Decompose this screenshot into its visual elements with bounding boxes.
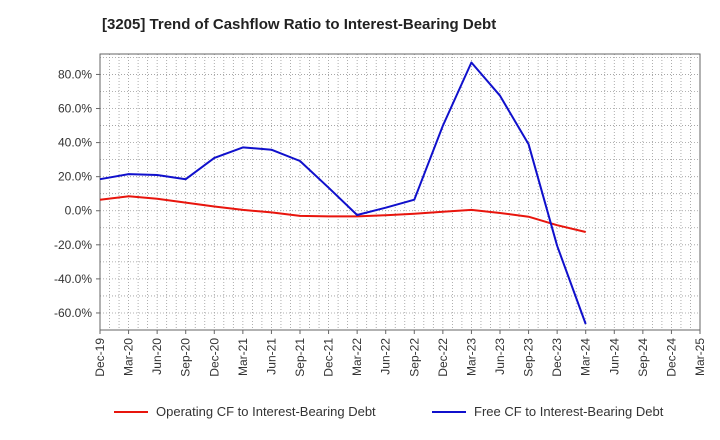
y-tick-label: 80.0%: [58, 67, 92, 81]
x-tick-label: Mar-25: [693, 338, 707, 376]
legend-label-operating-cf: Operating CF to Interest-Bearing Debt: [156, 404, 376, 419]
x-tick-label: Jun-24: [607, 338, 621, 375]
x-tick-label: Sep-23: [522, 338, 536, 377]
y-tick-label: -20.0%: [54, 238, 92, 252]
legend-item-free-cf: Free CF to Interest-Bearing Debt: [432, 404, 663, 419]
y-tick-label: 40.0%: [58, 136, 92, 150]
legend-swatch-free-cf: [432, 410, 466, 413]
series-line-operating-cf: [99, 195, 586, 233]
x-tick-label: Mar-21: [236, 338, 250, 376]
x-tick-label: Mar-20: [122, 338, 136, 376]
y-tick-label: -40.0%: [54, 272, 92, 286]
plot-frame: [99, 53, 701, 331]
legend: Operating CF to Interest-Bearing Debt Fr…: [0, 404, 720, 426]
x-tick-label: Dec-24: [664, 338, 678, 377]
series-layer: [99, 61, 587, 325]
legend-item-operating-cf: Operating CF to Interest-Bearing Debt: [114, 404, 376, 419]
x-tick-label: Jun-23: [493, 338, 507, 375]
x-tick-label: Dec-22: [436, 338, 450, 377]
y-tick-label: 0.0%: [65, 204, 93, 218]
x-tick-label: Sep-22: [407, 338, 421, 377]
legend-swatch-operating-cf: [114, 410, 148, 413]
x-tick-label: Dec-20: [207, 338, 221, 377]
legend-label-free-cf: Free CF to Interest-Bearing Debt: [474, 404, 664, 419]
x-tick-label: Sep-24: [636, 338, 650, 377]
x-tick-label: Mar-24: [579, 338, 593, 376]
series-line-free-cf: [99, 61, 587, 325]
chart-title: [3205] Trend of Cashflow Ratio to Intere…: [102, 16, 497, 33]
x-tick-label: Jun-20: [150, 338, 164, 375]
x-tick-label: Sep-21: [293, 338, 307, 377]
x-tick-label: Jun-21: [264, 338, 278, 375]
x-tick-label: Dec-19: [93, 338, 107, 377]
y-axis-ticks: 80.0% 60.0% 40.0% 20.0% 0.0% -20.0% -40.0% -60.…: [54, 67, 100, 320]
y-tick-label: 60.0%: [58, 102, 92, 116]
y-tick-label: -60.0%: [54, 306, 92, 320]
grid-layer: [100, 54, 700, 330]
x-tick-label: Dec-23: [550, 338, 564, 377]
x-tick-label: Mar-22: [350, 338, 364, 376]
y-tick-label: 20.0%: [58, 170, 92, 184]
x-tick-label: Sep-20: [179, 338, 193, 377]
x-axis-ticks: Dec-19 Mar-20 Jun-20 Sep-20 Dec-20 Mar-21 Jun-…: [93, 330, 707, 377]
x-tick-label: Jun-22: [379, 338, 393, 375]
x-tick-label: Mar-23: [464, 338, 478, 376]
x-tick-label: Dec-21: [322, 338, 336, 377]
